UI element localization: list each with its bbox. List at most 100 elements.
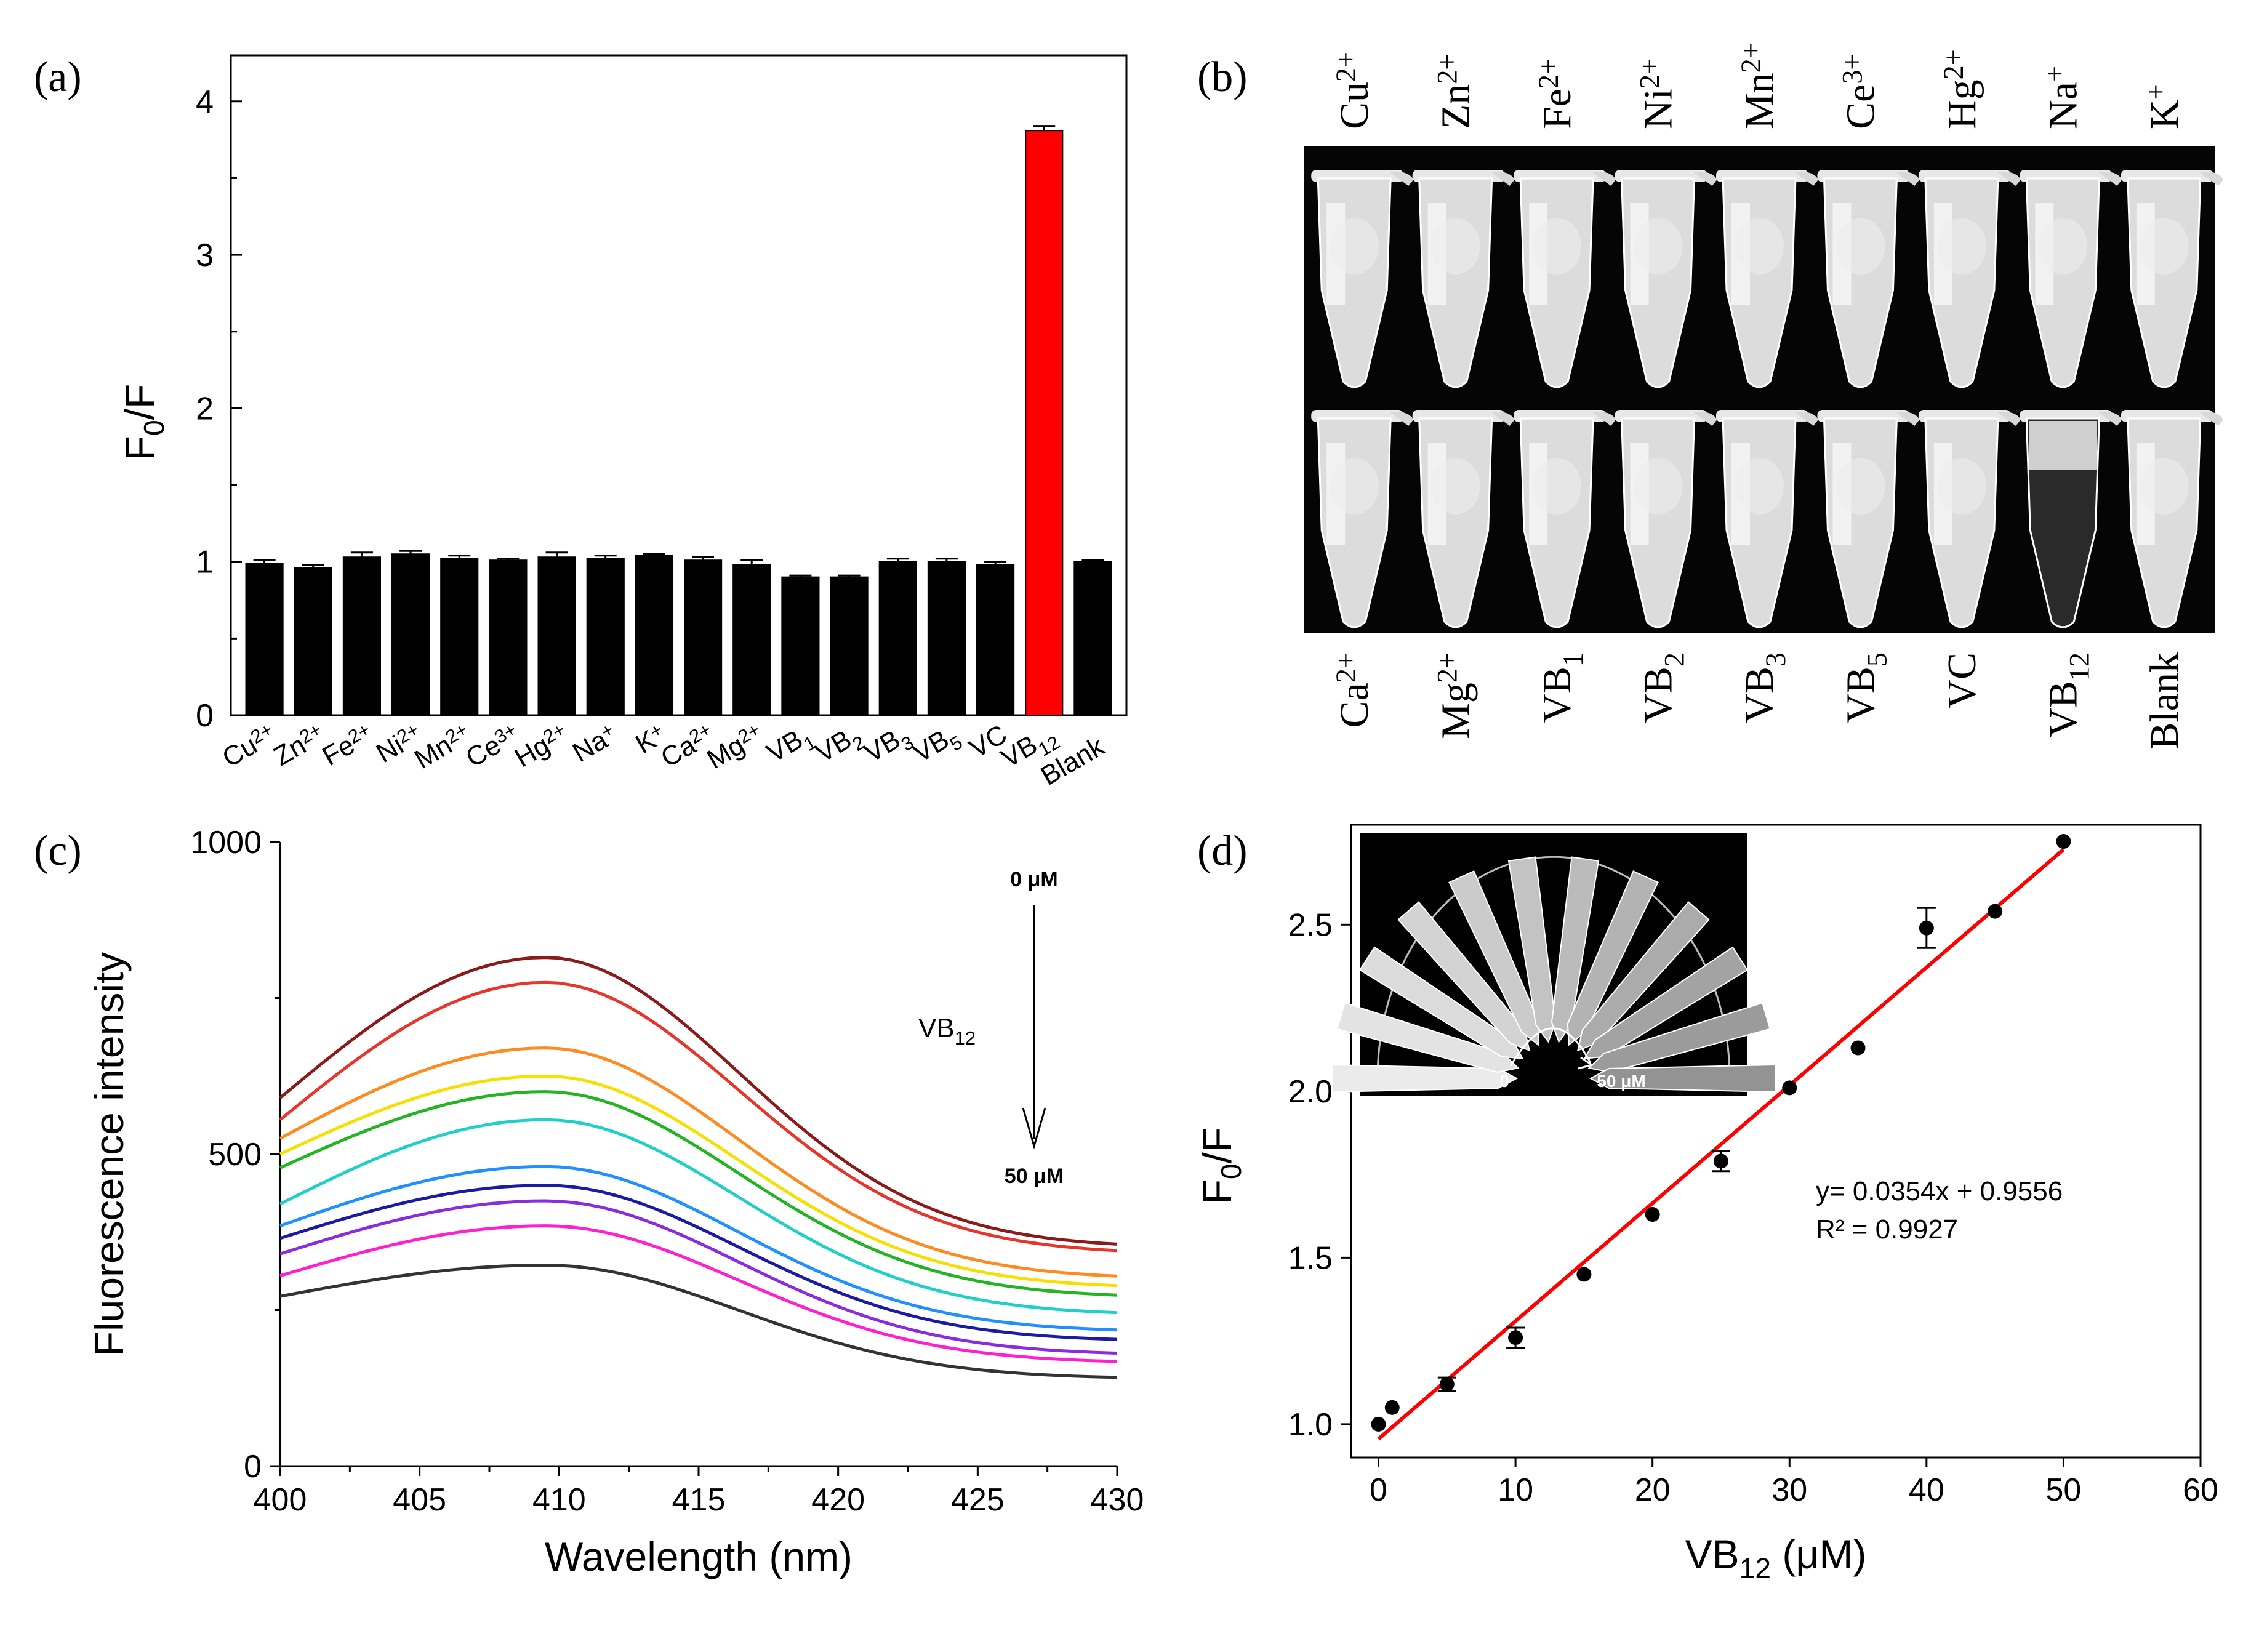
inset-tube	[1507, 856, 1557, 1043]
inset-tube-body	[1567, 870, 1659, 1046]
top-row-label: Ni2+	[1634, 58, 1681, 129]
top-row-label-base: Ni	[1636, 89, 1681, 129]
x-tick-label: Fe2+	[317, 718, 379, 772]
y-axis-title-rest: /F	[117, 384, 163, 420]
panel-b-tube-photo: Cu2+Zn2+Fe2+Ni2+ Mn2+Ce3+Hg2+Na+K+Ca2+Mg2…	[1304, 42, 2223, 750]
inset-tube	[1589, 1064, 1776, 1093]
inset-tube	[1551, 856, 1600, 1043]
tube-bottom-7	[2020, 410, 2122, 628]
tube-reflection	[1936, 458, 1986, 515]
tube-reflection	[1430, 218, 1480, 275]
top-row-label-sup: 2+	[1634, 58, 1666, 89]
y-axis-title-f: F	[1194, 1179, 1240, 1204]
tube-top-1	[1412, 170, 1515, 388]
bottom-row-label-base: Mg	[1434, 683, 1479, 739]
tube-bottom-3	[1615, 410, 1717, 628]
y-axis-title-f: F	[117, 436, 163, 460]
x-tick-label: 420	[811, 1482, 865, 1518]
top-row-label-sup: 2+	[1432, 54, 1463, 84]
bottom-row-label-base: Blank	[2142, 652, 2187, 750]
spectrum-line	[279, 980, 1118, 1253]
bottom-row-label-base: VB	[1838, 667, 1883, 723]
bottom-row-label-sub: 3	[1760, 652, 1791, 667]
bar	[635, 555, 674, 716]
inset-tube-body	[1448, 870, 1541, 1046]
data-point	[1919, 920, 1934, 936]
inset-tube-body	[1583, 946, 1749, 1059]
bar	[1073, 561, 1112, 716]
spectrum-line	[279, 1184, 1118, 1341]
tube-tab	[1693, 412, 1717, 426]
inset-tube-body	[1358, 946, 1524, 1059]
x-tick-label: 10	[1498, 1472, 1533, 1508]
tube-reflection	[2139, 218, 2189, 275]
tube-bottom-8	[2121, 410, 2223, 628]
inset-tube-body	[1576, 901, 1710, 1052]
tube-bottom-5	[1817, 410, 1920, 628]
inset-tube	[1567, 870, 1659, 1046]
top-row-label: Ce3+	[1836, 54, 1883, 129]
tube-tab	[2098, 412, 2122, 426]
top-row-label-base: Zn	[1434, 84, 1479, 129]
inset-photo: 0 50 μM	[1331, 832, 1776, 1097]
x-axis-title-base: VB	[1685, 1531, 1739, 1577]
panel-c-label: (c)	[34, 827, 82, 875]
bottom-row-label: VB5	[1838, 652, 1892, 723]
y-tick-label: 3	[196, 238, 214, 273]
bottom-row-label: Blank	[2142, 652, 2187, 750]
inset-tube	[1397, 901, 1531, 1052]
tube-reflection	[1936, 218, 1986, 275]
x-tick-label: 40	[1909, 1472, 1944, 1508]
tube-tab	[2199, 172, 2223, 186]
tube-tab	[2098, 172, 2122, 186]
x-tick-label: 30	[1772, 1472, 1807, 1508]
inset-tube-body	[1551, 856, 1600, 1043]
bottom-row-label: VB1	[1535, 652, 1589, 723]
x-tick-label: 415	[672, 1482, 726, 1518]
tube-top-6	[1918, 170, 2021, 388]
tube-reflection	[1836, 458, 1885, 515]
inset-arrow-head	[1578, 1056, 1594, 1070]
bottom-row-label: VB3	[1737, 652, 1791, 723]
bottom-row-label-base: VB	[1737, 667, 1782, 723]
data-point	[1645, 1207, 1660, 1222]
inset-tube	[1583, 946, 1749, 1059]
x-tick-label: Hg2+	[509, 718, 573, 773]
tube-tab	[1795, 412, 1818, 426]
data-point	[1713, 1153, 1728, 1169]
tube-reflection	[1330, 458, 1379, 515]
top-row-label-base: Ce	[1838, 84, 1883, 129]
x-tick-label: 400	[254, 1482, 307, 1518]
tube-reflection	[1735, 458, 1784, 515]
tube-tab	[1491, 172, 1515, 186]
tube-reflection	[2038, 218, 2088, 275]
top-row-label-sup: +	[2039, 66, 2070, 82]
data-point	[1576, 1267, 1592, 1282]
inset-tube-body	[1587, 1002, 1771, 1073]
annotation-arrow-head	[1022, 1107, 1046, 1150]
x-axis-title-unit: (μM)	[1771, 1531, 1866, 1577]
bar	[294, 567, 332, 716]
y-tick-label: 0	[244, 1449, 262, 1485]
bottom-row-label-base: VB	[2040, 681, 2085, 737]
tube-reflection	[1532, 218, 1582, 275]
panel-a-label: (a)	[34, 54, 82, 101]
y-tick-label: 2.5	[1288, 907, 1333, 943]
bottom-row-label-base: Ca	[1332, 683, 1377, 728]
y-axis-title-sub: 0	[138, 420, 170, 436]
x-tick-label: 405	[393, 1482, 446, 1518]
tube-tab	[1997, 172, 2021, 186]
y-tick-label: 1000	[190, 825, 262, 860]
x-tick-label: 425	[951, 1482, 1005, 1518]
y-axis-title-rest: /F	[1194, 1128, 1240, 1164]
tube-tab	[1795, 172, 1818, 186]
tube-reflection	[1532, 458, 1582, 515]
bar	[976, 564, 1015, 716]
top-row-label: Zn2+	[1432, 54, 1479, 129]
plot-frame	[1350, 824, 2202, 1459]
tube-bottom-2	[1514, 410, 1616, 628]
tube-tab	[1390, 172, 1414, 186]
x-tick-label: 430	[1091, 1482, 1144, 1518]
